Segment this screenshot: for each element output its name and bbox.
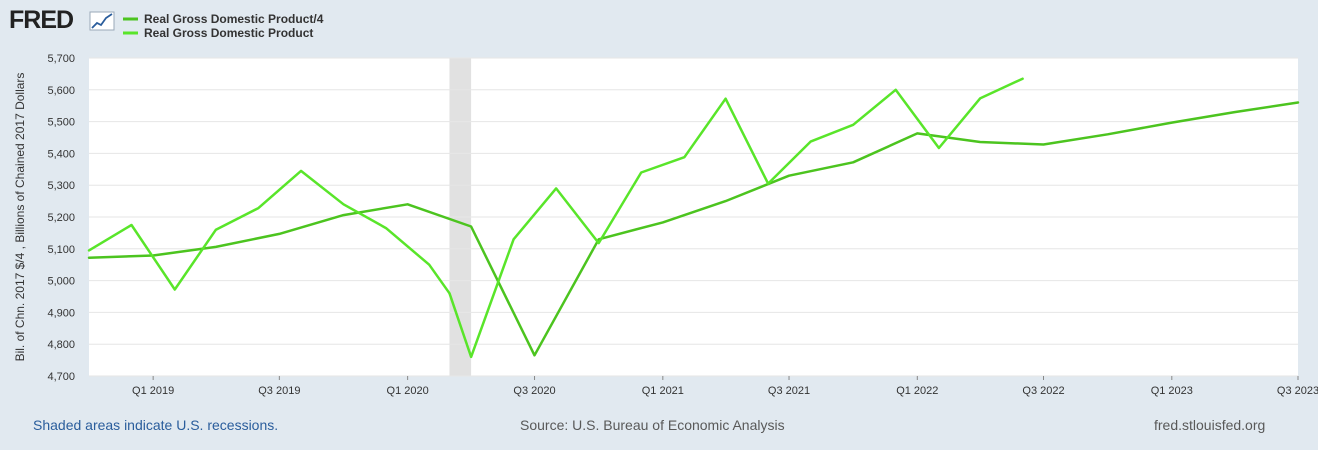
x-tick-label: Q1 2023 [1151,385,1193,397]
y-tick-label: 5,400 [47,148,75,160]
y-tick-label: 5,000 [47,276,75,288]
x-tick-label: Q1 2021 [642,385,684,397]
y-tick-label: 4,700 [47,371,75,383]
y-tick-label: 4,800 [47,339,75,351]
source-note: Source: U.S. Bureau of Economic Analysis [520,417,785,433]
x-tick-label: Q3 2019 [258,385,300,397]
legend-label: Real Gross Domestic Product [144,26,313,40]
series-line-1 [87,101,1300,357]
y-tick-label: 4,900 [47,307,75,319]
x-tick-label: Q1 2022 [896,385,938,397]
y-tick-label: 5,600 [47,85,75,97]
x-tick-label: Q1 2020 [387,385,429,397]
graph-icon [89,11,115,31]
series-lines [87,77,1300,359]
line-chart: 4,700 4,800 4,900 5,000 5,100 5,200 5,300 5,400… [13,11,1318,397]
x-tick-label: Q3 2020 [513,385,555,397]
y-tick-label: 5,300 [47,180,75,192]
x-tick-label: Q1 2019 [132,385,174,397]
gridlines [89,57,1298,377]
y-tick-label: 5,500 [47,117,75,129]
y-axis-label: Bil. of Chn. 2017 $/4 , Billions of Chai… [13,73,27,362]
graph-icon-line [91,13,113,29]
y-tick-label: 5,100 [47,244,75,256]
x-tick-label: Q3 2021 [768,385,810,397]
fred-url[interactable]: fred.stlouisfed.org [1154,417,1266,433]
legend-label: Real Gross Domestic Product/4 [144,12,324,26]
fred-logo[interactable]: FRED [9,6,74,35]
y-tick-label: 5,700 [47,53,75,65]
x-tick-label: Q3 2023 [1277,385,1318,397]
y-axis-ticks: 4,700 4,800 4,900 5,000 5,100 5,200 5,300 5,400… [47,53,75,383]
x-axis-ticks: Q1 2019 Q3 2019 Q1 2020 Q3 2020 Q1 2021 Q3 20… [132,376,1318,397]
fred-logo-text: FRED [9,6,74,34]
recession-note[interactable]: Shaded areas indicate U.S. recessions. [33,417,279,433]
series-line-2 [87,77,1024,359]
y-tick-label: 5,200 [47,212,75,224]
x-tick-label: Q3 2022 [1022,385,1064,397]
